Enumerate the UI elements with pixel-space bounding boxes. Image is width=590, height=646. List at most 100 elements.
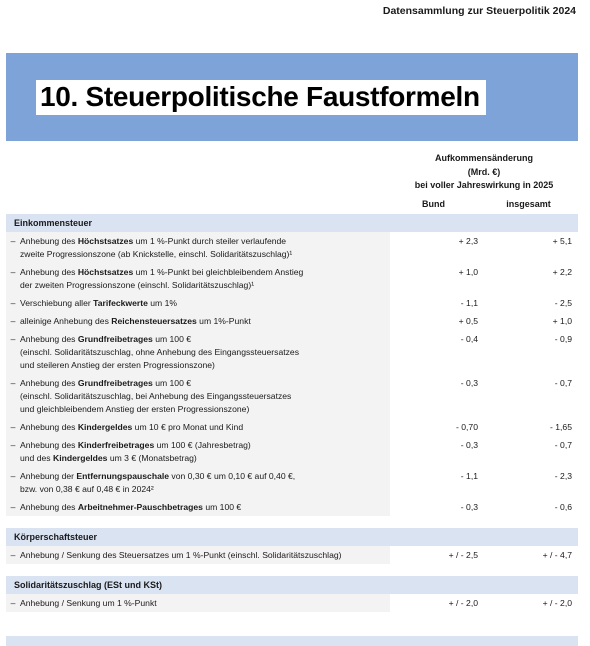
- text: und des: [20, 452, 53, 463]
- bullet: –: [10, 377, 16, 388]
- bullet: –: [10, 470, 16, 481]
- value-cell: + / - 2,0: [448, 597, 478, 608]
- section-header: Solidaritätszuschlag (ESt und KSt): [6, 576, 578, 594]
- label-text: Anhebung des Arbeitnehmer-Pauschbetrages…: [20, 501, 241, 514]
- text: der zweiten Progressionszone (einschl. S…: [20, 279, 255, 290]
- table-row: – Anhebung der Entfernungspauschale von 0…: [6, 467, 578, 498]
- bold-text: Kindergeldes: [52, 452, 108, 463]
- text: (einschl. Solidaritätszuschlag, ohne Anh…: [20, 346, 299, 357]
- table: Einkommensteuer – Anhebung des Höchstsatze…: [6, 214, 578, 612]
- row-label: – Anhebung des Arbeitnehmer-Pauschbetrage…: [6, 498, 390, 516]
- bullet: –: [10, 315, 16, 326]
- top-note: Datensammlung zur Steuerpolitik 2024: [382, 5, 576, 17]
- section-header: Einkommensteuer: [6, 214, 578, 232]
- text: Anhebung / Senkung um 1 %-Punkt: [20, 597, 157, 608]
- table-row: – Anhebung des Höchstsatzes um 1 %-Punkt …: [6, 263, 578, 294]
- bold-text: Kindergeldes: [77, 421, 133, 432]
- text: Anhebung des: [20, 421, 78, 432]
- label-line: (einschl. Solidaritätszuschlag, bei Anhe…: [20, 390, 291, 403]
- label-text: Anhebung / Senkung um 1 %-Punkt: [20, 597, 157, 610]
- value-cell: - 1,1: [460, 470, 478, 481]
- table-row: – Anhebung / Senkung um 1 %-Punkt + / - 2,…: [6, 594, 578, 612]
- text: Anhebung des: [20, 377, 78, 388]
- column-header: insgesamt: [506, 199, 551, 209]
- column-group-line: bei voller Jahreswirkung in 2025: [414, 180, 554, 190]
- text: Anhebung des: [20, 333, 78, 344]
- row-label: – Anhebung des Höchstsatzes um 1 %-Punkt …: [6, 263, 390, 294]
- column-header: Bund: [422, 199, 445, 209]
- label-line: Anhebung des Kindergeldes um 10 € pro Mo…: [20, 421, 243, 434]
- table-row: – Anhebung des Höchstsatzes um 1 %-Punkt …: [6, 232, 578, 263]
- bullet: –: [10, 333, 16, 344]
- bold-text: Höchstsatzes: [77, 266, 134, 277]
- label-line: Anhebung des Grundfreibetrages um 100 €: [20, 377, 291, 390]
- label-line: Anhebung / Senkung des Steuersatzes um 1…: [20, 549, 342, 562]
- text: um 100 €: [152, 377, 192, 388]
- label-text: Anhebung der Entfernungspauschale von 0,…: [20, 470, 295, 496]
- value-cell: + 1,0: [552, 315, 572, 326]
- value-cell: + 5,1: [552, 235, 572, 246]
- row-label: – Anhebung der Entfernungspauschale von 0…: [6, 467, 390, 498]
- value-cell: - 0,7: [554, 439, 572, 450]
- value-cell: - 0,3: [460, 377, 478, 388]
- value-cell: + 0,5: [458, 315, 478, 326]
- column-group-line: (Mrd. €): [467, 166, 501, 177]
- row-label: – Anhebung / Senkung um 1 %-Punkt: [6, 594, 390, 612]
- bold-text: Höchstsatzes: [77, 235, 134, 246]
- bold-text: Entfernungspauschale: [76, 470, 170, 481]
- label-line: Anhebung des Arbeitnehmer-Pauschbetrages…: [20, 501, 241, 514]
- label-line: Verschiebung aller Tarifeckwerte um 1%: [20, 297, 177, 310]
- text: um 1 %-Punkt durch steiler verlaufende: [133, 235, 287, 246]
- label-text: Anhebung des Grundfreibetrages um 100 €(…: [20, 377, 291, 416]
- row-label: – Anhebung des Grundfreibetrages um 100 €…: [6, 330, 390, 374]
- text: von 0,30 € um 0,10 € auf 0,40 €,: [169, 470, 296, 481]
- value-cell: - 0,4: [460, 333, 478, 344]
- bullet: –: [10, 235, 16, 246]
- label-text: Anhebung des Kinderfreibetrages um 100 €…: [20, 439, 251, 465]
- bold-text: Grundfreibetrages: [77, 333, 153, 344]
- text: Verschiebung aller: [20, 297, 94, 308]
- label-line: (einschl. Solidaritätszuschlag, ohne Anh…: [20, 346, 299, 359]
- label-line: Anhebung des Höchstsatzes um 1 %-Punkt b…: [20, 266, 303, 279]
- value-cell: - 0,9: [554, 333, 572, 344]
- title-banner: 10. Steuerpolitische Faustformeln: [6, 53, 578, 141]
- bold-text: Tarifeckwerte: [93, 297, 148, 308]
- bullet: –: [10, 597, 16, 608]
- label-line: Anhebung des Grundfreibetrages um 100 €: [20, 333, 299, 346]
- bullet: –: [10, 439, 16, 450]
- value-cell: - 0,3: [460, 501, 478, 512]
- label-line: Anhebung / Senkung um 1 %-Punkt: [20, 597, 157, 610]
- label-line: zweite Progressionszone (ab Knickstelle,…: [20, 248, 292, 261]
- bold-text: Arbeitnehmer-Pauschbetrages: [77, 501, 203, 512]
- label-line: der zweiten Progressionszone (einschl. S…: [20, 279, 303, 292]
- bullet: –: [10, 297, 16, 308]
- row-label: – alleinige Anhebung des Reichensteuersat…: [6, 312, 390, 330]
- text: um 100 €: [202, 501, 242, 512]
- page-title: 10. Steuerpolitische Faustformeln: [36, 80, 486, 115]
- label-line: bzw. von 0,38 € auf 0,48 € in 2024²: [20, 483, 295, 496]
- text: um 100 € (Jahresbetrag): [154, 439, 251, 450]
- text: um 1 %-Punkt bei gleichbleibendem Anstie…: [133, 266, 304, 277]
- label-line: Anhebung des Höchstsatzes um 1 %-Punkt d…: [20, 235, 292, 248]
- column-group-line: Aufkommensänderung: [434, 153, 533, 163]
- value-cell: + / - 4,7: [542, 549, 572, 560]
- bold-text: Kinderfreibetrages: [77, 439, 155, 450]
- label-text: Anhebung des Grundfreibetrages um 100 €(…: [20, 333, 299, 372]
- label-line: und des Kindergeldes um 3 € (Monatsbetra…: [20, 452, 251, 465]
- text: um 100 €: [152, 333, 192, 344]
- value-cell: - 2,5: [554, 297, 572, 308]
- text: Anhebung des: [20, 501, 78, 512]
- row-label: – Anhebung / Senkung des Steuersatzes um …: [6, 546, 390, 564]
- label-line: und gleichbleibendem Anstieg der ersten …: [20, 403, 291, 416]
- table-row: – Anhebung des Kinderfreibetrages um 100 …: [6, 436, 578, 467]
- value-cell: + / - 2,0: [542, 597, 572, 608]
- section-band: [6, 636, 578, 646]
- value-cell: - 0,3: [460, 439, 478, 450]
- value-cell: - 1,1: [460, 297, 478, 308]
- column-group-header: Aufkommensänderung (Mrd. €) bei voller Jah…: [390, 152, 578, 193]
- row-label: – Anhebung des Kindergeldes um 10 € pro M…: [6, 418, 390, 436]
- text: Anhebung der: [20, 470, 77, 481]
- row-label: – Verschiebung aller Tarifeckwerte um 1%: [6, 294, 390, 312]
- bullet: –: [10, 549, 16, 560]
